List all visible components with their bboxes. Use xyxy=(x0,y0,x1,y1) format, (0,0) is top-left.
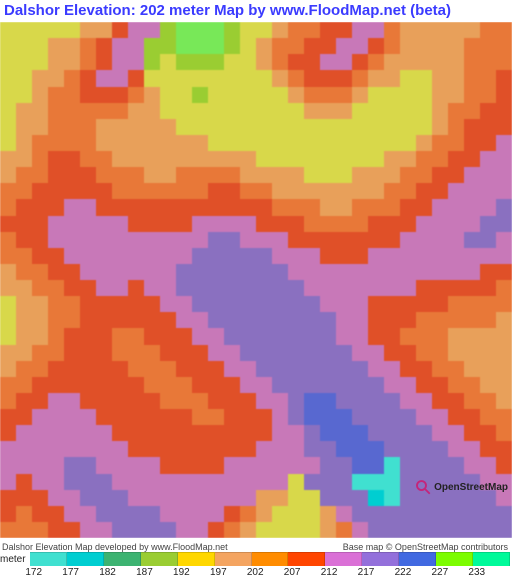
legend-tick: 207 xyxy=(284,567,301,578)
map-attribution: OpenStreetMap xyxy=(414,478,508,496)
legend-tick: 233 xyxy=(468,567,485,578)
legend-colorbar xyxy=(30,552,510,566)
credit-left: Dalshor Elevation Map developed by www.F… xyxy=(2,542,228,552)
elevation-map: OpenStreetMap xyxy=(0,22,512,538)
legend-tick: 177 xyxy=(62,567,79,578)
legend-tick: 182 xyxy=(99,567,116,578)
legend-tick: 192 xyxy=(173,567,190,578)
legend-tick: 187 xyxy=(136,567,153,578)
legend-tick: 227 xyxy=(432,567,449,578)
legend: meter 172 177 182 187 192 197 202 207 212 217 222 2… xyxy=(0,552,512,582)
legend-unit: meter xyxy=(0,554,26,565)
magnifier-icon xyxy=(414,478,432,496)
credit-right: Base map © OpenStreetMap contributors xyxy=(343,542,508,552)
attribution-label: OpenStreetMap xyxy=(434,482,508,493)
legend-tick: 202 xyxy=(247,567,264,578)
legend-ticks: 172 177 182 187 192 197 202 207 212 217 222 227 233 xyxy=(0,566,512,582)
legend-tick: 217 xyxy=(358,567,375,578)
legend-tick: 222 xyxy=(395,567,412,578)
legend-tick: 212 xyxy=(321,567,338,578)
legend-tick: 172 xyxy=(25,567,42,578)
page-title: Dalshor Elevation: 202 meter Map by www.… xyxy=(4,2,451,19)
legend-tick: 197 xyxy=(210,567,227,578)
